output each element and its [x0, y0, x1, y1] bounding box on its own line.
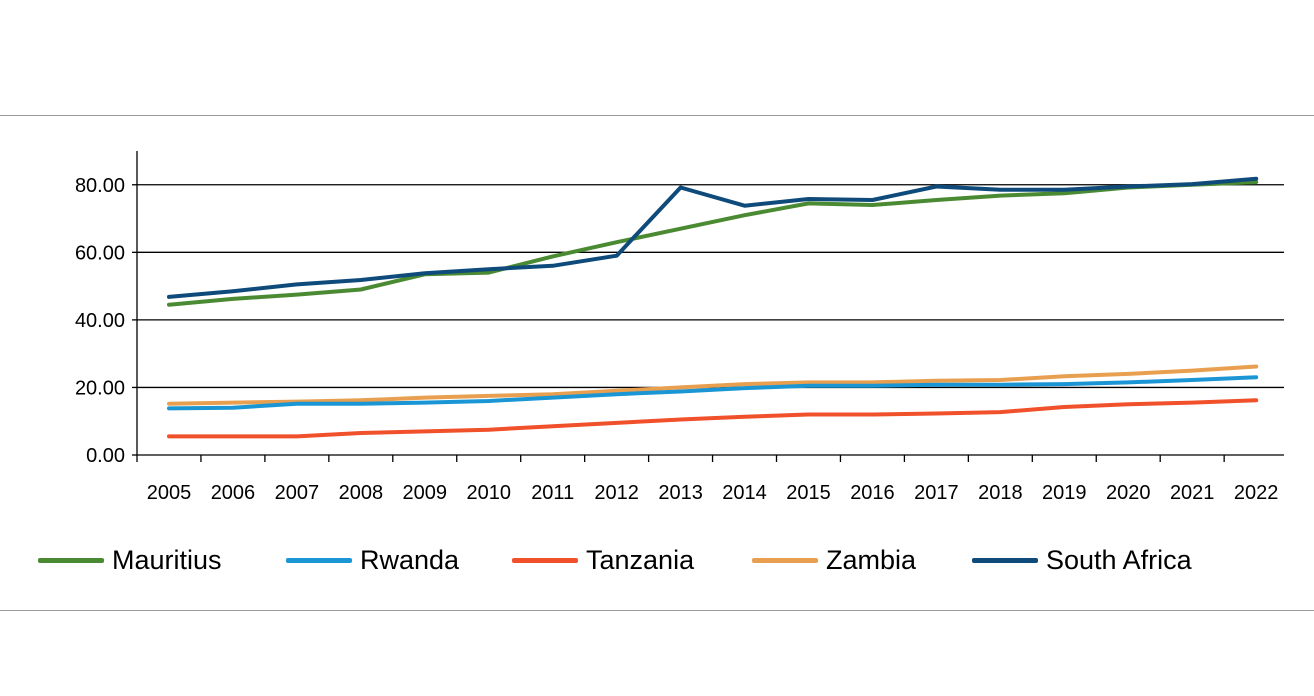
series-line-tanzania [167, 398, 1259, 439]
legend-label-south-africa: South Africa [1046, 544, 1192, 575]
x-tick-label: 2020 [1106, 482, 1151, 504]
y-tick-label: 40.00 [75, 310, 125, 332]
legend-item-mauritius: Mauritius [38, 540, 222, 580]
x-tick-label: 2013 [658, 482, 703, 504]
gridlines [137, 184, 1284, 389]
x-tick-label: 2015 [786, 482, 831, 504]
y-tick-label: 20.00 [75, 377, 125, 399]
x-tick-labels: 2005 2006 2007 2008 2009 2010 2011 2012 2013 2014… [147, 482, 1279, 504]
legend-label-zambia: Zambia [826, 544, 917, 575]
x-tick-label: 2021 [1170, 482, 1215, 504]
x-tick-label: 2010 [467, 482, 512, 504]
y-tick-label: 80.00 [75, 175, 125, 197]
x-tick-label: 2012 [594, 482, 639, 504]
x-tick-label: 2007 [275, 482, 320, 504]
bottom-divider [0, 610, 1314, 611]
x-tick-label: 2016 [850, 482, 895, 504]
series-line-rwanda [167, 375, 1259, 411]
legend-label-tanzania: Tanzania [586, 544, 695, 575]
y-tick-labels: 0.00 20.00 40.00 60.00 80.00 [75, 175, 125, 467]
legend-label-rwanda: Rwanda [360, 544, 460, 575]
y-tick-label: 0.00 [86, 445, 125, 467]
legend-item-zambia: Zambia [752, 540, 916, 580]
x-tick-label: 2014 [722, 482, 767, 504]
legend: Mauritius Rwanda Tanzania Zambia South A… [0, 540, 1314, 580]
x-tick-label: 2006 [211, 482, 256, 504]
y-tick-label: 60.00 [75, 242, 125, 264]
legend-item-rwanda: Rwanda [286, 540, 459, 580]
x-tick-label: 2018 [978, 482, 1023, 504]
x-tick-label: 2011 [531, 482, 574, 504]
x-tick-label: 2017 [914, 482, 959, 504]
legend-swatch-south-africa [972, 557, 1038, 563]
legend-swatch-mauritius [38, 557, 104, 563]
series-lines [167, 176, 1259, 439]
axes [132, 151, 1284, 462]
legend-swatch-zambia [752, 557, 818, 563]
x-tick-label: 2005 [147, 482, 192, 504]
series-line-zambia [167, 364, 1259, 406]
legend-swatch-tanzania [512, 557, 578, 563]
series-line-south-africa [167, 176, 1259, 299]
legend-item-tanzania: Tanzania [512, 540, 694, 580]
top-divider [0, 115, 1314, 116]
series-line-mauritius [167, 180, 1259, 307]
legend-swatch-rwanda [286, 557, 352, 563]
x-tick-label: 2022 [1234, 482, 1279, 504]
legend-item-south-africa: South Africa [972, 540, 1192, 580]
x-tick-label: 2008 [339, 482, 384, 504]
x-tick-label: 2009 [403, 482, 448, 504]
legend-label-mauritius: Mauritius [112, 544, 222, 575]
x-tick-label: 2019 [1042, 482, 1087, 504]
